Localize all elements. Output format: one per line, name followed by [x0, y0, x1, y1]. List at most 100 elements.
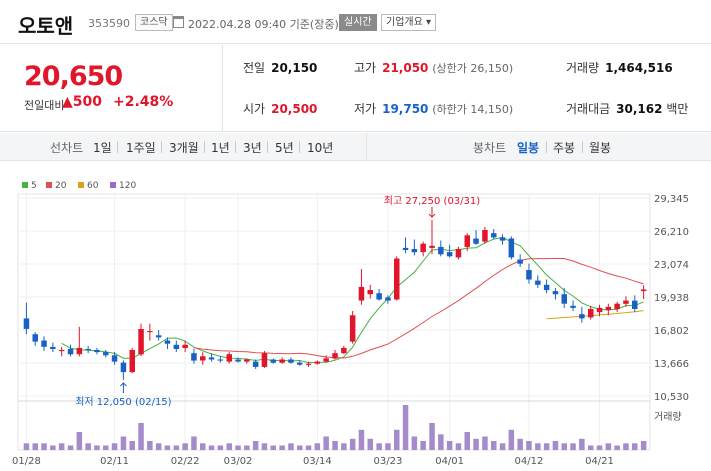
tab-3y[interactable]: 3년	[243, 141, 262, 155]
y-tick-label: 19,938	[654, 293, 689, 304]
candle-body	[270, 359, 276, 363]
volume-bar	[217, 445, 224, 450]
legend-ma120: 120	[110, 181, 136, 191]
candle-body	[314, 361, 321, 364]
candle-body	[323, 358, 329, 362]
volume-bar	[94, 445, 100, 450]
chart-tab-bar: 선차트 1일 1주일 3개월 1년 3년 5년 10년 봉차트 일봉 주봉 월봉	[0, 133, 711, 161]
volume-bar	[173, 445, 180, 450]
volume-bar	[376, 443, 382, 451]
candle-body	[632, 300, 638, 309]
candle-body	[341, 347, 347, 354]
tab-1d[interactable]: 1일	[93, 141, 112, 155]
realtime-badge[interactable]: 실시간	[339, 14, 377, 31]
quote-panel: 20,650 전일대비 ▲500 +2.48% 전일 20,150 시가 20,50…	[0, 45, 711, 132]
volume-bar	[23, 443, 30, 451]
candle-body	[244, 359, 250, 362]
volume-bar	[482, 436, 488, 450]
candle-body	[208, 357, 215, 360]
high-annotation: 최고 27,250 (03/31)	[384, 195, 480, 207]
y-tick-label: 13,666	[654, 359, 689, 370]
candle-body	[526, 270, 532, 280]
volume-bar	[208, 445, 215, 450]
prev-value: 20,150	[271, 61, 318, 75]
x-tick-label: 03/14	[303, 456, 332, 467]
tab-5y[interactable]: 5년	[275, 141, 294, 155]
candle-body	[173, 344, 180, 349]
volume-bar	[164, 445, 171, 450]
datetime-text: 2022.04.28 09:40	[188, 18, 287, 31]
candle-body	[261, 353, 268, 367]
candle-body	[23, 318, 30, 329]
candle-body	[103, 352, 109, 356]
high-price: 고가 21,050 (상한가 26,150)	[354, 59, 513, 76]
volume-bar	[632, 443, 638, 451]
volume-bar	[605, 443, 612, 451]
tab-1y[interactable]: 1년	[211, 141, 230, 155]
prev-label: 전일	[243, 61, 266, 75]
volume-bar	[446, 441, 453, 450]
line-chart-label[interactable]: 선차트	[50, 141, 84, 155]
x-tick-label: 03/02	[224, 456, 253, 467]
candlestick-chart[interactable]: 29,345 26,210 23,074 19,938 16,802 13,666 10,5…	[0, 190, 711, 471]
x-tick-label: 02/11	[100, 456, 129, 467]
candle-body	[579, 314, 585, 319]
legend-label: 60	[87, 181, 99, 191]
volume-bar	[58, 443, 65, 451]
candle-body	[438, 246, 444, 255]
legend-swatch	[110, 182, 116, 188]
candle-body	[385, 297, 391, 301]
candle-body	[429, 245, 435, 248]
candle-body	[596, 307, 603, 313]
candle-body	[182, 344, 188, 348]
candle-body	[491, 233, 497, 238]
tab-divider	[204, 141, 205, 153]
tab-divider	[161, 141, 162, 153]
candle-body	[288, 359, 294, 363]
amount-unit: 백만	[666, 102, 689, 116]
volume-bar	[244, 445, 250, 450]
company-overview-button[interactable]: 기업개요 ▾	[381, 14, 436, 31]
candle-body	[605, 306, 612, 311]
volume-bar	[50, 445, 56, 450]
x-tick-label: 04/01	[435, 456, 464, 467]
volume-bar	[588, 445, 594, 450]
volume-bar	[394, 429, 400, 451]
x-tick-label: 04/12	[515, 456, 544, 467]
volume-bar	[67, 445, 74, 450]
candle-body	[50, 346, 56, 349]
candle-body	[252, 361, 259, 367]
upper-limit: (상한가 26,150)	[432, 62, 514, 75]
candle-body	[200, 356, 206, 361]
volume-bar	[314, 443, 321, 451]
high-value: 21,050	[382, 61, 429, 75]
volume-bar	[349, 438, 356, 451]
tab-weekly[interactable]: 주봉	[553, 141, 576, 155]
volume-label: 거래량	[566, 61, 600, 75]
candle-body	[41, 340, 47, 347]
change-percent: +2.48%	[113, 94, 174, 110]
tab-monthly[interactable]: 월봉	[589, 141, 612, 155]
candle-body	[402, 247, 409, 250]
y-tick-label: 23,074	[654, 260, 689, 271]
tab-divider	[299, 141, 300, 153]
volume-bar	[191, 436, 197, 450]
volume-bar	[85, 443, 91, 451]
open-label: 시가	[243, 102, 266, 116]
candle-body	[464, 235, 470, 247]
tab-daily[interactable]: 일봉	[517, 141, 540, 155]
tab-section-divider	[366, 133, 367, 161]
high-label: 고가	[354, 61, 377, 75]
volume-bar	[138, 423, 144, 450]
legend-label: 5	[31, 181, 37, 191]
tab-3m[interactable]: 3개월	[169, 141, 199, 155]
candle-body	[235, 359, 241, 362]
volume-bar	[385, 443, 391, 451]
legend-swatch	[78, 182, 84, 188]
volume-bar	[200, 443, 206, 451]
tab-10y[interactable]: 10년	[307, 141, 334, 155]
volume-bar	[614, 445, 620, 450]
volume-bar	[147, 441, 153, 450]
tab-1w[interactable]: 1주일	[126, 141, 156, 155]
candle-chart-label[interactable]: 봉차트	[473, 141, 507, 155]
